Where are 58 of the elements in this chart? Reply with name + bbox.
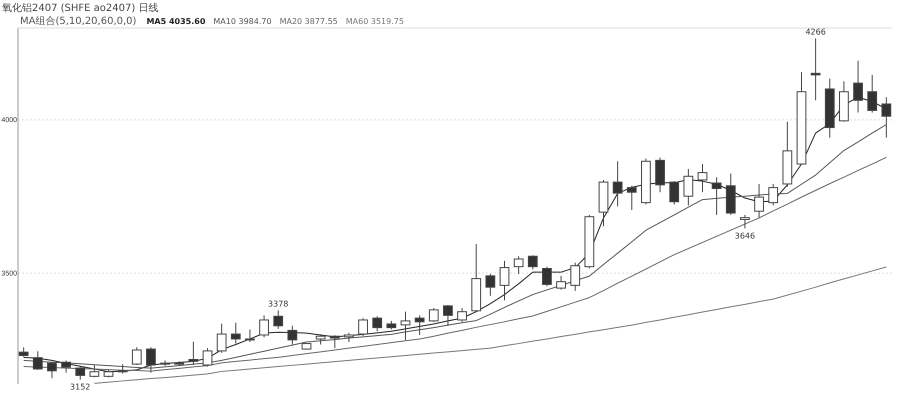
text: MA5 4035.60 xyxy=(146,17,206,26)
candlestick xyxy=(570,262,580,292)
candlestick xyxy=(528,254,538,270)
chart-subtitle: MA组合(5,10,20,60,0,0) xyxy=(20,15,137,27)
candlestick xyxy=(245,328,255,343)
candlestick xyxy=(202,348,212,368)
candlestick xyxy=(372,316,382,332)
annotation: 3152 xyxy=(70,382,90,392)
candlestick xyxy=(287,325,298,345)
candlestick xyxy=(428,308,439,323)
candlestick xyxy=(400,311,410,340)
candlestick xyxy=(810,38,821,101)
chart-title: 氧化铝2407 (SHFE ao2407) 日线 xyxy=(2,2,158,14)
candlestick xyxy=(75,366,86,380)
candlestick xyxy=(32,350,43,370)
candlestick xyxy=(259,314,269,338)
candlestick xyxy=(216,323,227,354)
annotation: 3378 xyxy=(268,299,288,308)
candlestick xyxy=(626,185,637,210)
candlestick xyxy=(273,310,284,330)
candlestick xyxy=(457,308,467,322)
candlestick xyxy=(712,176,722,216)
candlestick xyxy=(414,314,425,336)
candlestick xyxy=(132,346,142,366)
candlestick xyxy=(556,275,566,290)
candlestick xyxy=(768,183,778,206)
candlestick xyxy=(344,332,354,343)
candlestick xyxy=(683,168,694,206)
candlestick xyxy=(18,346,29,358)
candlestick xyxy=(230,322,241,344)
candlestick xyxy=(867,74,878,114)
candlestick xyxy=(754,183,764,218)
candlestick xyxy=(740,214,750,229)
candlestick xyxy=(89,364,100,378)
candlestick xyxy=(47,361,57,379)
text: MA10 3984.70 xyxy=(213,17,272,26)
candlestick xyxy=(514,256,524,275)
annotation: 3646 xyxy=(734,231,756,240)
candlestick xyxy=(485,274,496,296)
candlestick xyxy=(443,304,453,326)
candlestick xyxy=(316,334,326,345)
candlestick xyxy=(881,96,892,138)
candlestick xyxy=(358,318,368,336)
candlestick xyxy=(669,180,680,205)
candlestick xyxy=(612,160,623,207)
text: MA20 3877.55 xyxy=(280,17,338,26)
text: MA60 3519.75 xyxy=(346,17,404,26)
candlestick xyxy=(188,341,198,366)
candlestick xyxy=(146,346,156,374)
annotation: 4266 xyxy=(805,27,826,36)
candlestick xyxy=(500,260,510,301)
candlestick xyxy=(61,360,71,374)
candlestick xyxy=(330,334,340,349)
candlestick xyxy=(542,266,552,287)
line-series xyxy=(94,266,887,384)
candlestick xyxy=(853,60,863,114)
candlestick xyxy=(698,164,708,193)
candlestick xyxy=(118,364,128,374)
